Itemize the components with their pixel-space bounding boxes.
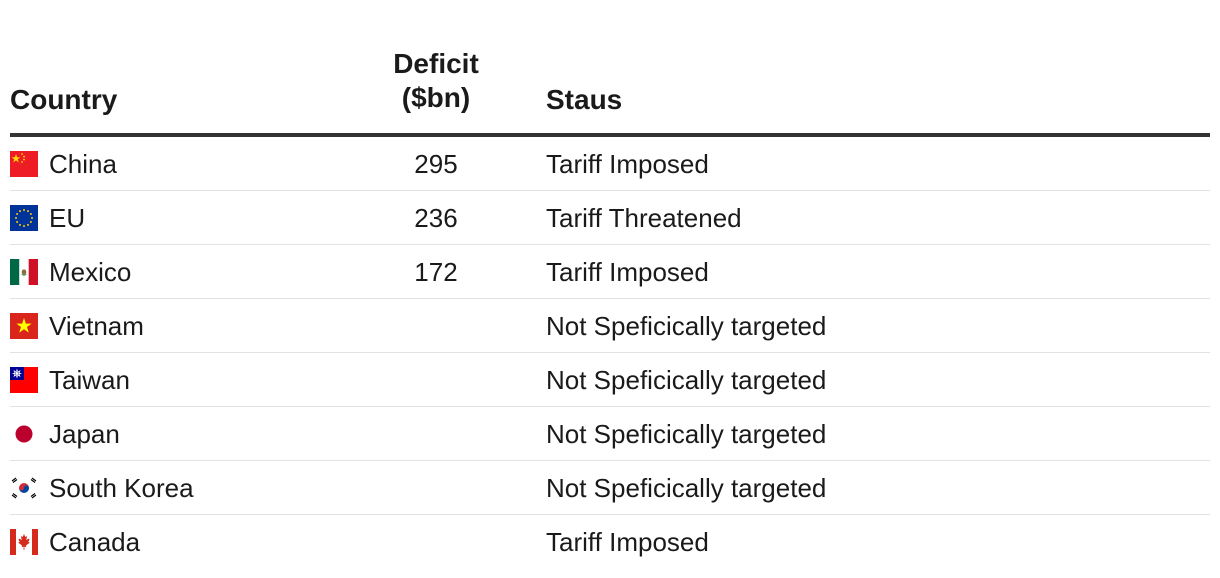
country-cell: Japan (10, 407, 120, 461)
country-name: Japan (49, 419, 120, 449)
vietnam-flag-icon (10, 313, 38, 339)
status-text: Not Speficically targeted (546, 311, 827, 341)
country-cell: Taiwan (10, 353, 130, 407)
deficit-value: 236 (414, 203, 458, 233)
country-name: Taiwan (49, 365, 130, 395)
table-body: China 295 Tariff Imposed (10, 137, 1210, 569)
deficit-value (360, 515, 512, 569)
country-cell: South Korea (10, 461, 194, 515)
country-name: Vietnam (49, 311, 144, 341)
table-row: Vietnam Not Speficically targeted (10, 299, 1210, 353)
canada-flag-icon (10, 529, 38, 555)
mexico-flag-icon (10, 259, 38, 285)
country-cell: China (10, 137, 117, 191)
country-name: China (49, 149, 117, 179)
table-row: Japan Not Speficically targeted (10, 407, 1210, 461)
header-status: Staus (546, 84, 623, 115)
table-row: Canada Tariff Imposed (10, 515, 1210, 569)
status-text: Not Speficically targeted (546, 365, 827, 395)
header-country: Country (10, 84, 118, 115)
status-text: Tariff Threatened (546, 203, 742, 233)
header-deficit-line-2: ($bn) (401, 82, 471, 113)
china-flag-icon (10, 151, 38, 177)
country-cell: Mexico (10, 245, 131, 299)
deficit-value (360, 461, 512, 515)
south-korea-flag-icon (10, 475, 38, 501)
status-text: Tariff Imposed (546, 149, 709, 179)
table-row: South Korea Not Speficically targeted (10, 461, 1210, 515)
country-name: EU (49, 203, 86, 233)
japan-flag-icon (10, 421, 38, 447)
header-deficit-line-1: Deficit (393, 48, 479, 79)
country-cell: Canada (10, 515, 140, 569)
country-name: South Korea (49, 473, 194, 503)
deficit-value: 295 (414, 149, 458, 179)
eu-flag-icon (10, 205, 38, 231)
table-header: Country Deficit ($bn) Staus (10, 0, 1210, 137)
table-row: China 295 Tariff Imposed (10, 137, 1210, 191)
status-text: Tariff Imposed (546, 257, 709, 287)
table-row: EU 236 Tariff Threatened (10, 191, 1210, 245)
table-row: Taiwan Not Speficically targeted (10, 353, 1210, 407)
status-text: Not Speficically targeted (546, 473, 827, 503)
deficit-value: 172 (414, 257, 458, 287)
country-cell: Vietnam (10, 299, 144, 353)
country-name: Mexico (49, 257, 132, 287)
header-deficit: Deficit ($bn) (360, 47, 512, 115)
status-text: Tariff Imposed (546, 527, 709, 557)
deficit-value (360, 407, 512, 461)
country-name: Canada (49, 527, 141, 557)
deficit-value (360, 353, 512, 407)
status-text: Not Speficically targeted (546, 419, 827, 449)
deficit-table: Country Deficit ($bn) Staus (10, 0, 1210, 569)
table-row: Mexico 172 Tariff Imposed (10, 245, 1210, 299)
taiwan-flag-icon (10, 367, 38, 393)
deficit-value (360, 299, 512, 353)
country-cell: EU (10, 191, 85, 245)
